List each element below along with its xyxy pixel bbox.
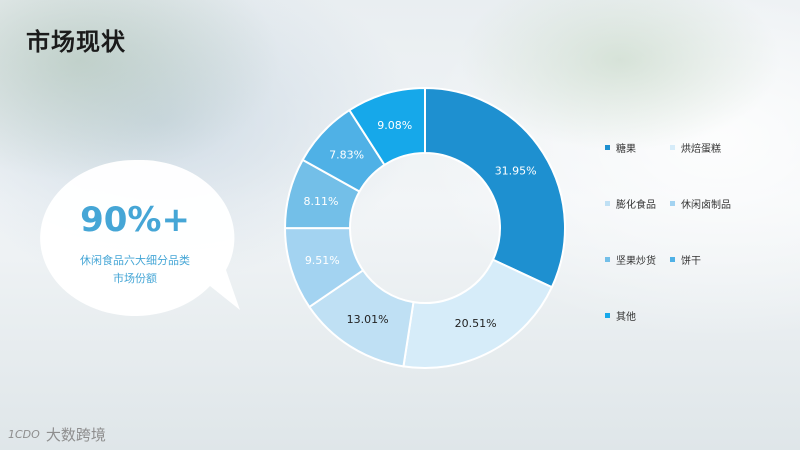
slice-value-label: 13.01% (347, 313, 389, 326)
legend-swatch (605, 201, 610, 206)
legend-label: 糖果 (616, 144, 636, 155)
speech-bubble-shape (40, 160, 240, 316)
page-title: 市场现状 (26, 28, 126, 56)
legend-item: 烘焙蛋糕 (670, 140, 721, 155)
legend-swatch (670, 145, 675, 150)
legend-swatch (605, 145, 610, 150)
legend-swatch (605, 257, 610, 262)
stat-description-line2: 市场份额 (113, 272, 157, 285)
slice-value-label: 8.11% (303, 195, 338, 208)
donut-slice (348, 86, 426, 167)
legend-swatch (605, 313, 610, 318)
legend-swatch (670, 201, 675, 206)
slice-value-label: 31.95% (495, 164, 537, 177)
legend-item: 其他 (605, 308, 636, 323)
legend-label: 膨化食品 (616, 200, 656, 211)
legend-label: 烘焙蛋糕 (681, 144, 721, 155)
legend-label: 其他 (616, 312, 636, 323)
legend-item: 坚果炒货 (605, 252, 656, 267)
legend-label: 饼干 (681, 256, 701, 267)
stat-description: 休闲食品六大细分品类 市场份额 (40, 252, 230, 288)
slice-value-label: 20.51% (455, 317, 497, 330)
donut-slice (424, 86, 566, 289)
slice-value-label: 7.83% (329, 148, 364, 161)
legend-label: 休闲卤制品 (681, 200, 731, 211)
slice-value-label: 9.51% (305, 254, 340, 267)
legend-label: 坚果炒货 (616, 256, 656, 267)
stat-description-line1: 休闲食品六大细分品类 (80, 254, 190, 267)
brand-logo: 1CDO 大数跨境 (8, 424, 106, 445)
legend-item: 膨化食品 (605, 196, 656, 211)
legend-item: 糖果 (605, 140, 636, 155)
logo-text: 大数跨境 (45, 426, 106, 444)
slice-value-label: 9.08% (377, 119, 412, 132)
legend-item: 休闲卤制品 (670, 196, 731, 211)
donut-slice (402, 258, 554, 369)
logo-mark: 1CDO (8, 428, 40, 441)
legend-item: 饼干 (670, 252, 701, 267)
stat-bubble: 90%+ 休闲食品六大细分品类 市场份额 (40, 160, 240, 320)
stat-value: 90%+ (80, 200, 190, 240)
legend-swatch (670, 257, 675, 262)
